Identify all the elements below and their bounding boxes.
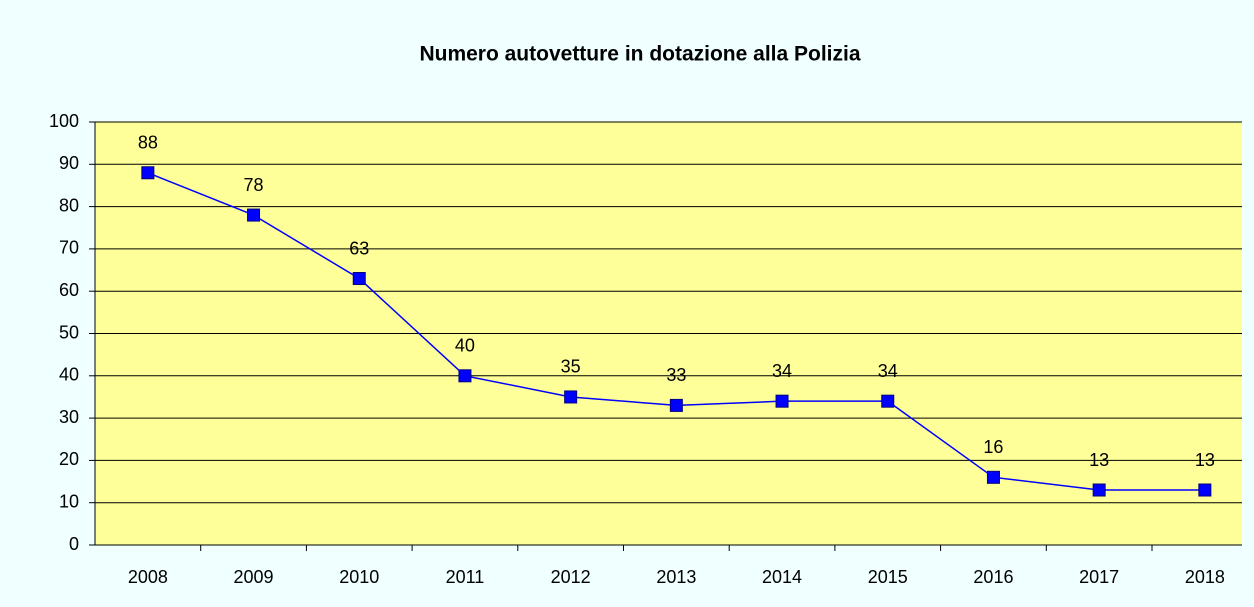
- y-tick-label: 50: [59, 322, 79, 342]
- y-tick-label: 70: [59, 238, 79, 258]
- data-label: 16: [983, 437, 1003, 457]
- data-label: 40: [455, 336, 475, 356]
- marker: [1198, 483, 1212, 497]
- x-tick-label: 2017: [1079, 567, 1119, 587]
- data-label: 13: [1195, 450, 1215, 470]
- data-label: 63: [349, 238, 369, 258]
- marker: [881, 394, 895, 408]
- data-label: 88: [138, 133, 158, 153]
- data-label: 34: [878, 361, 898, 381]
- x-tick-label: 2009: [234, 567, 274, 587]
- x-tick-label: 2012: [551, 567, 591, 587]
- y-tick-label: 10: [59, 491, 79, 511]
- data-label: 34: [772, 361, 792, 381]
- x-tick-label: 2013: [656, 567, 696, 587]
- marker: [141, 166, 155, 180]
- marker: [1092, 483, 1106, 497]
- y-tick-label: 60: [59, 280, 79, 300]
- y-tick-label: 100: [49, 111, 79, 131]
- y-tick-label: 40: [59, 365, 79, 385]
- y-tick-label: 20: [59, 449, 79, 469]
- y-tick-label: 80: [59, 195, 79, 215]
- marker: [458, 369, 472, 383]
- x-tick-label: 2008: [128, 567, 168, 587]
- data-label: 78: [244, 175, 264, 195]
- marker: [352, 272, 366, 286]
- marker: [669, 398, 683, 412]
- marker: [775, 394, 789, 408]
- chart-title: Numero autovetture in dotazione alla Pol…: [419, 43, 860, 66]
- x-tick-label: 2016: [973, 567, 1013, 587]
- y-tick-label: 90: [59, 153, 79, 173]
- x-tick-label: 2015: [868, 567, 908, 587]
- marker: [986, 470, 1000, 484]
- x-tick-label: 2014: [762, 567, 802, 587]
- data-label: 33: [666, 365, 686, 385]
- y-tick-label: 30: [59, 407, 79, 427]
- data-label: 35: [561, 357, 581, 377]
- data-label: 13: [1089, 450, 1109, 470]
- y-tick-label: 0: [69, 534, 79, 554]
- marker: [247, 208, 261, 222]
- x-tick-label: 2011: [446, 567, 485, 587]
- marker: [564, 390, 578, 404]
- x-tick-label: 2018: [1185, 567, 1225, 587]
- x-tick-label: 2010: [339, 567, 379, 587]
